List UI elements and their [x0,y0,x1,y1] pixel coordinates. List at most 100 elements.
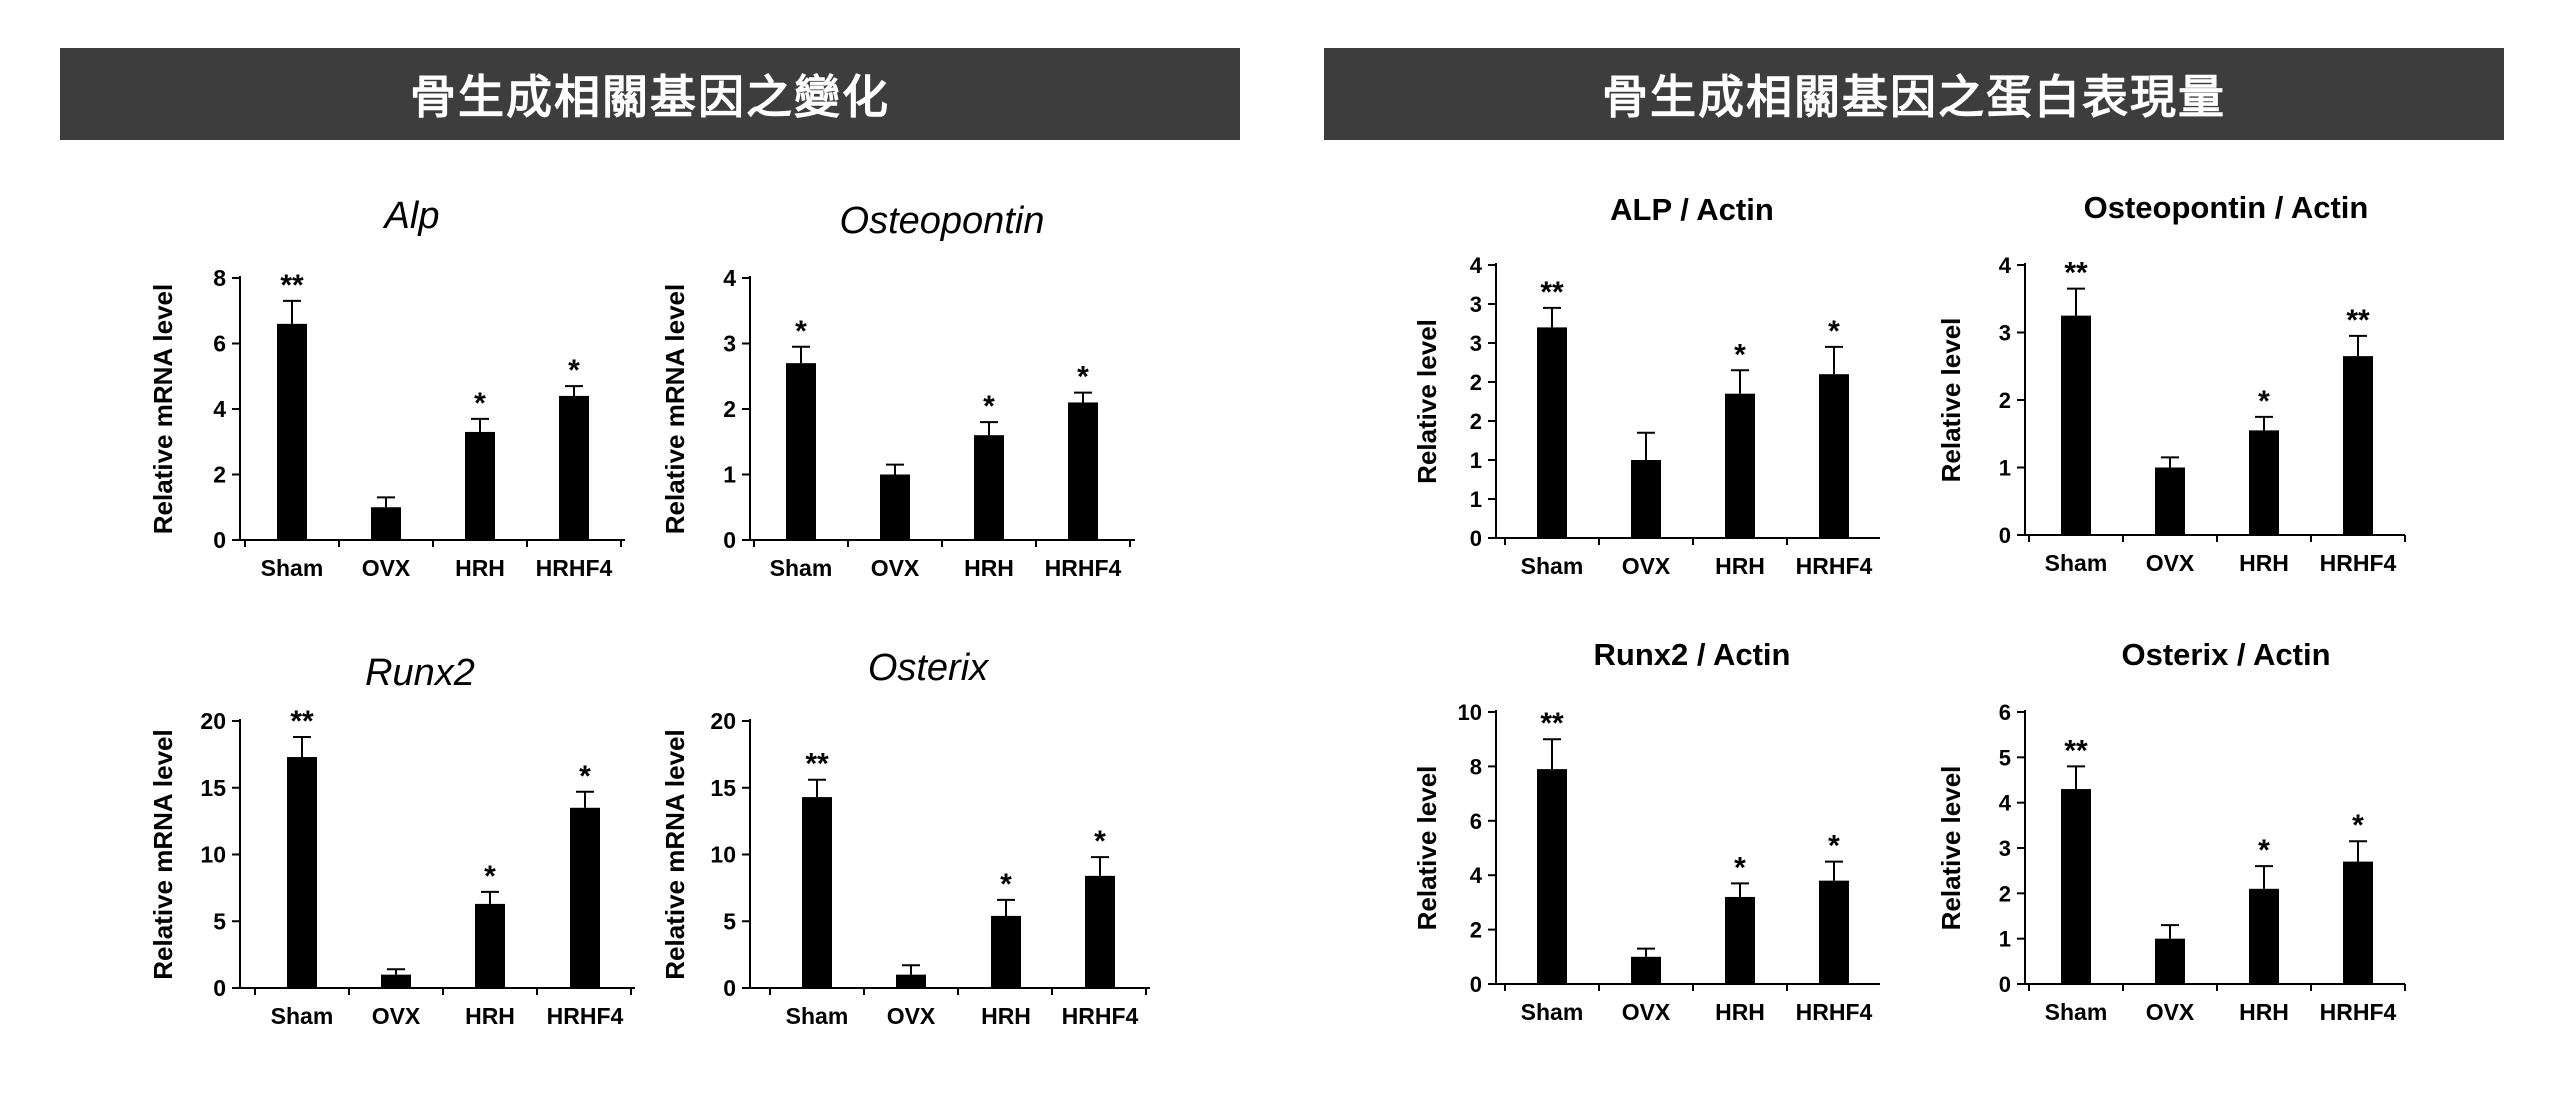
x-category-label: Sham [2045,550,2108,576]
significance-marker: ** [1540,707,1564,740]
y-tick-label: 8 [1470,754,1482,779]
y-tick-label: 0 [1999,523,2011,548]
significance-marker: ** [2064,257,2088,290]
significance-marker: ** [805,748,829,781]
y-tick-label: 4 [1470,863,1483,888]
bar [1631,460,1661,538]
y-tick-label: 1 [1999,456,2011,481]
significance-marker: ** [290,705,314,738]
x-category-label: HRHF4 [2320,550,2397,576]
x-category-label: OVX [362,555,411,581]
bar [974,435,1004,540]
y-tick-label: 3 [1999,836,2011,861]
chart-title: Runx2 [365,652,475,694]
significance-marker: * [568,354,580,387]
y-tick-label: 2 [1470,918,1482,943]
x-category-label: HRH [465,1003,515,1029]
x-category-label: HRHF4 [547,1003,624,1029]
y-axis-label: Relative level [1412,319,1442,484]
significance-marker: * [1077,361,1089,394]
bar [2155,938,2185,984]
significance-marker: * [1828,830,1840,863]
significance-marker: * [1094,825,1106,858]
y-axis-label: Relative level [1936,318,1966,483]
significance-marker: ** [280,269,304,302]
bar [1631,956,1661,984]
chart-title: Alp [383,195,440,237]
y-tick-label: 4 [1470,253,1483,278]
y-tick-label: 10 [710,842,736,868]
significance-marker: ** [1540,276,1564,309]
y-tick-label: 2 [1470,370,1482,395]
significance-marker: * [2258,385,2270,418]
x-category-label: Sham [1521,553,1584,579]
bar [1068,402,1098,540]
y-tick-label: 3 [1470,331,1482,356]
y-tick-label: 2 [723,396,736,422]
x-category-label: Sham [1521,999,1584,1025]
y-axis-label: Relative level [1412,766,1442,931]
x-category-label: Sham [786,1003,849,1029]
bar [1725,393,1755,538]
bar [1537,327,1567,538]
significance-marker: * [983,390,995,423]
significance-marker: * [1734,851,1746,884]
protein-expression-banner: 骨生成相關基因之蛋白表現量 [1324,48,2504,140]
bar [570,807,600,988]
bar [786,363,816,540]
y-tick-label: 0 [1470,972,1482,997]
x-category-label: OVX [887,1003,936,1029]
x-category-label: Sham [2045,999,2108,1025]
significance-marker: * [1734,338,1746,371]
significance-marker: * [795,315,807,348]
significance-marker: * [579,760,591,793]
chart-panel-2: Osteopontin Relative mRNA level 0 1 2 3 4 * Sham… [660,200,1135,581]
bar [465,431,495,540]
y-tick-label: 5 [1999,745,2011,770]
y-axis-label: Relative mRNA level [148,729,178,979]
y-tick-label: 2 [213,462,226,488]
bar [880,474,910,540]
x-category-label: OVX [372,1003,421,1029]
bar [1819,374,1849,538]
y-tick-label: 6 [213,331,226,357]
bar [2061,315,2091,535]
y-tick-label: 5 [213,908,226,934]
bar [2061,789,2091,984]
x-category-label: HRHF4 [1796,553,1873,579]
y-tick-label: 0 [213,527,226,553]
chart-title: Osterix [868,647,990,689]
bar [2249,888,2279,984]
bar [2343,861,2373,984]
gene-expression-banner: 骨生成相關基因之變化 [60,48,1240,140]
x-category-label: HRH [2239,550,2289,576]
significance-marker: ** [2064,734,2088,767]
chart-panel-1: Alp Relative mRNA level 0 2 4 6 8 ** Sham OVX * HRH… [148,195,625,581]
x-category-label: HRH [981,1003,1031,1029]
bar [802,797,832,988]
y-tick-label: 4 [1999,791,2012,816]
x-category-label: Sham [271,1003,334,1029]
y-tick-label: 0 [723,975,736,1001]
x-category-label: HRH [1715,553,1765,579]
chart-title: Osteopontin / Actin [2084,190,2369,225]
y-tick-label: 6 [1999,700,2011,725]
y-tick-label: 10 [1458,700,1482,725]
bar [896,974,926,988]
y-tick-label: 6 [1470,809,1482,834]
y-tick-label: 3 [723,331,736,357]
bar [1085,875,1115,988]
y-tick-label: 1 [723,462,736,488]
x-category-label: OVX [871,555,920,581]
y-tick-label: 0 [1470,526,1482,551]
bar [371,507,401,540]
bar [381,974,411,988]
x-category-label: OVX [2146,550,2195,576]
y-axis-label: Relative mRNA level [660,729,690,979]
